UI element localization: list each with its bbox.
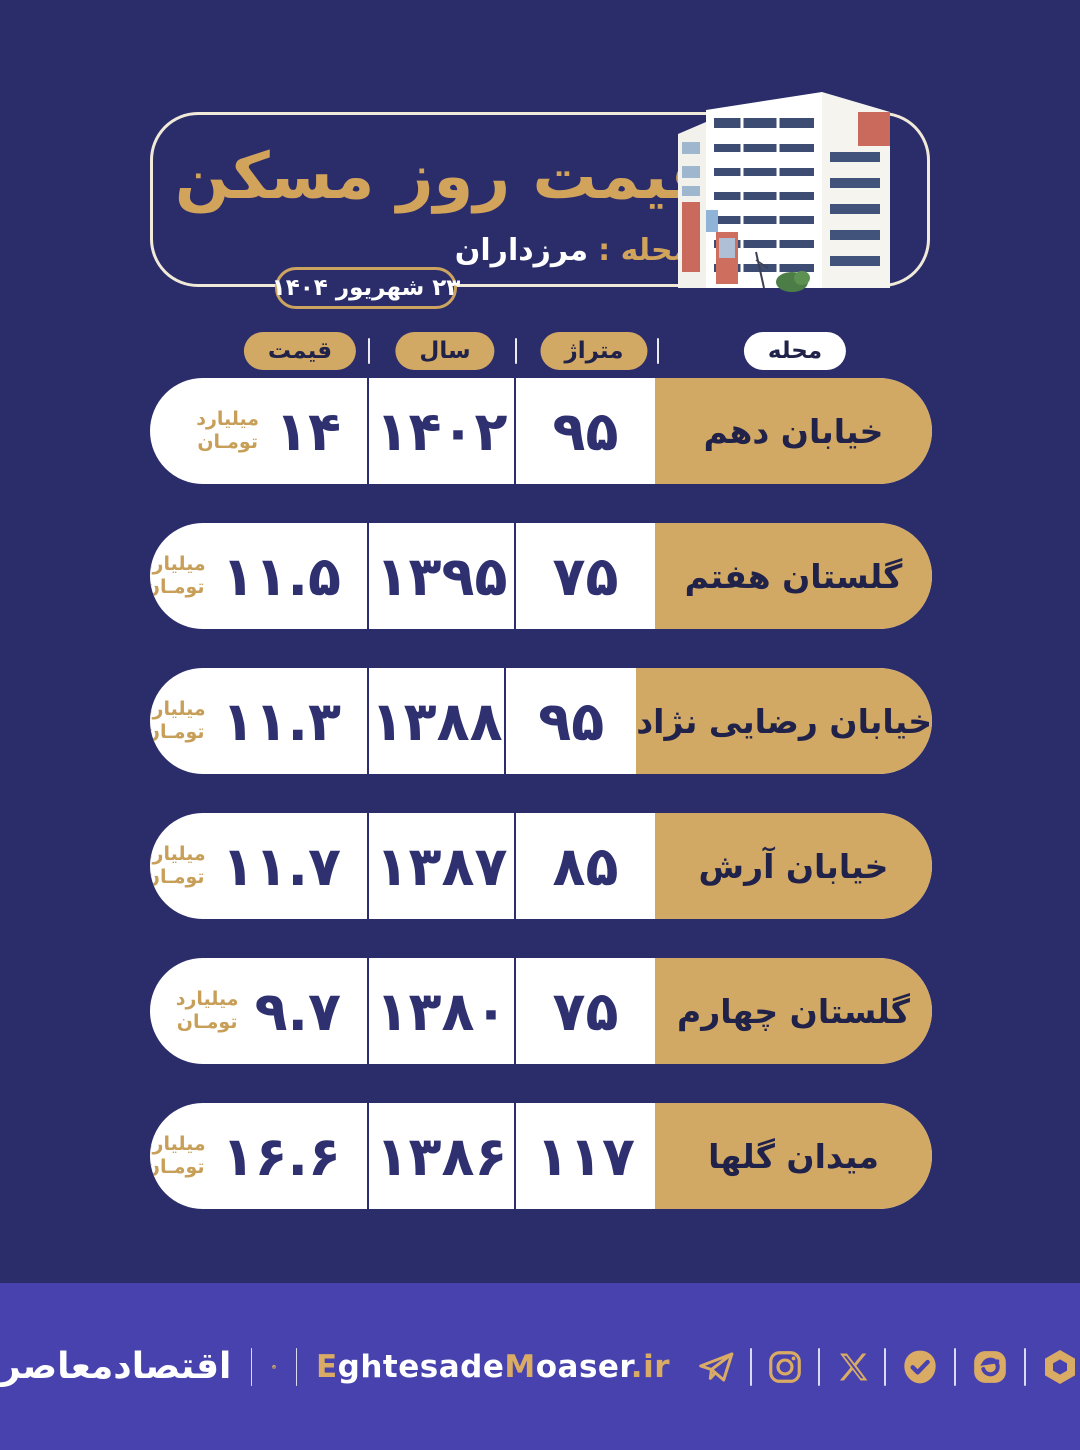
website-url[interactable]: EghtesadeMoaser.ir [315,1348,670,1385]
social-icons [696,1347,1080,1387]
year-value: ۱۳۸۷ [375,834,508,898]
area-cell: ۷۵ [516,958,655,1064]
neighborhood-cell: خیابان رضایی نژاد [636,668,932,774]
column-header-year: سال [395,332,495,370]
footer-divider [1024,1347,1026,1386]
cell-divider [367,523,369,629]
cell-divider [367,668,369,774]
table-row: میلیارد تومـان ۱۴ ۱۴۰۲ ۹۵ خیابان دهم [150,378,932,484]
column-header-price: قیمت [243,332,357,370]
telegram-icon[interactable] [696,1347,736,1387]
cell-divider [367,813,369,919]
unit-label: میلیارد تومـان [175,988,239,1033]
unit-label: میلیارد تومـان [150,843,206,888]
cell-divider [514,523,516,629]
price-value: ۱۱.۷ [221,834,341,898]
footer-bar: اقتصادمعاصر EghtesadeMoaser.ir [0,1283,1080,1450]
year-value: ۱۴۰۲ [375,399,508,463]
column-header-area: متراژ [540,332,648,370]
bale-icon[interactable] [900,1347,940,1387]
price-cell: میلیارد تومـان ۹.۷ [150,958,367,1064]
column-divider [515,338,517,364]
table-row: میلیارد تومـان ۱۱.۷ ۱۳۸۷ ۸۵ خیابان آرش [150,813,932,919]
year-cell: ۱۴۰۲ [369,378,514,484]
brand-logo [271,1364,276,1369]
unit-label: میلیارد تومـان [150,553,206,598]
x-icon[interactable] [834,1349,870,1385]
price-cell: میلیارد تومـان ۱۶.۶ [150,1103,367,1209]
area-cell: ۸۵ [516,813,655,919]
year-cell: ۱۳۸۰ [369,958,514,1064]
area-value: ۱۱۷ [536,1124,635,1188]
area-value: ۷۵ [552,979,619,1043]
area-value: ۷۵ [552,544,619,608]
area-cell: ۷۵ [516,523,655,629]
table-row: میلیارد تومـان ۱۶.۶ ۱۳۸۶ ۱۱۷ میدان گلها [150,1103,932,1209]
year-value: ۱۳۸۸ [370,689,503,753]
footer-divider [884,1347,886,1386]
area-value: ۸۵ [552,834,619,898]
footer-divider [818,1347,820,1386]
price-cell: میلیارد تومـان ۱۱.۵ [150,523,367,629]
instagram-icon[interactable] [766,1348,804,1386]
year-cell: ۱۳۸۷ [369,813,514,919]
price-value: ۱۱.۳ [221,689,341,753]
year-value: ۱۳۹۵ [375,544,508,608]
price-value: ۱۴ [275,399,341,463]
neighborhood-cell: خیابان دهم [655,378,932,484]
price-value: ۱۱.۵ [221,544,341,608]
column-header-neighborhood: محله [743,332,847,370]
neighborhood-subtitle: محله : مرزداران [403,233,743,268]
table-row: میلیارد تومـان ۱۱.۵ ۱۳۹۵ ۷۵ گلستان هفتم [150,523,932,629]
eitaa-icon[interactable] [970,1347,1010,1387]
cell-divider [367,1103,369,1209]
area-cell: ۱۱۷ [516,1103,655,1209]
cell-divider [514,1103,516,1209]
building-photo [678,92,890,292]
cell-divider [367,378,369,484]
price-value: ۹.۷ [254,979,341,1043]
area-value: ۹۵ [552,399,619,463]
neighborhood-cell: میدان گلها [655,1103,932,1209]
unit-label: میلیارد تومـان [150,1133,206,1178]
table-row: میلیارد تومـان ۹.۷ ۱۳۸۰ ۷۵ گلستان چهارم [150,958,932,1064]
rubika-icon[interactable] [1040,1347,1080,1387]
column-divider [368,338,370,364]
subtitle-value: مرزداران [454,233,589,268]
unit-label: میلیارد تومـان [196,408,260,453]
cell-divider [514,378,516,484]
neighborhood-cell: گلستان چهارم [655,958,932,1064]
price-cell: میلیارد تومـان ۱۱.۳ [150,668,367,774]
unit-label: میلیارد تومـان [150,698,206,743]
year-cell: ۱۳۹۵ [369,523,514,629]
footer-divider [750,1347,752,1386]
year-cell: ۱۳۸۸ [369,668,505,774]
price-cell: میلیارد تومـان ۱۴ [150,378,367,484]
column-divider [657,338,659,364]
cell-divider [367,958,369,1064]
price-value: ۱۶.۶ [221,1124,341,1188]
cell-divider [514,958,516,1064]
price-cell: میلیارد تومـان ۱۱.۷ [150,813,367,919]
year-value: ۱۳۸۰ [375,979,508,1043]
cell-divider [504,668,507,774]
table-row: میلیارد تومـان ۱۱.۳ ۱۳۸۸ ۹۵ خیابان رضایی… [150,668,932,774]
subtitle-label: محله : [598,233,692,268]
neighborhood-cell: خیابان آرش [655,813,932,919]
neighborhood-cell: گلستان هفتم [655,523,932,629]
header-card: قیمت روز مسکن محله : مرزداران ۲۳ شهریور … [150,112,930,309]
area-cell: ۹۵ [506,668,636,774]
year-value: ۱۳۸۶ [375,1124,508,1188]
footer-divider [954,1347,956,1386]
page-title: قیمت روز مسکن [174,140,712,214]
area-cell: ۹۵ [516,378,655,484]
year-cell: ۱۳۸۶ [369,1103,514,1209]
date-badge: ۲۳ شهریور ۱۴۰۴ [272,267,460,309]
area-value: ۹۵ [538,689,605,753]
cell-divider [514,813,516,919]
brand-name-fa: اقتصادمعاصر [0,1346,232,1387]
